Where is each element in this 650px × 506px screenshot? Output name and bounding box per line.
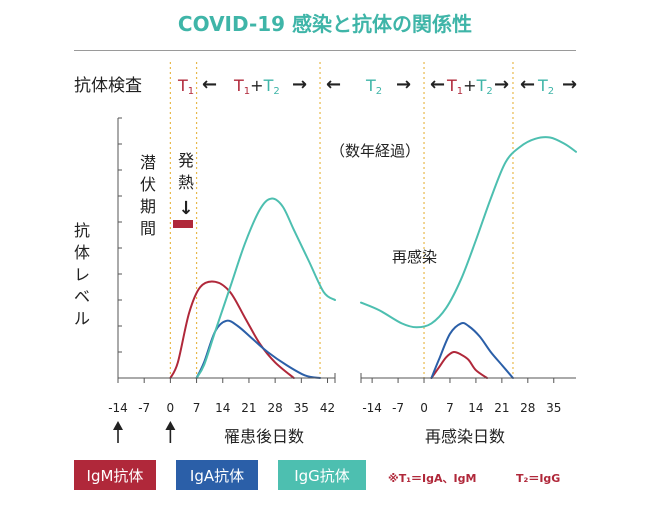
fever-marker [173,220,193,228]
x-tick-label: 21 [241,401,256,415]
chart-title: COVID-19 感染と抗体の関係性 [177,12,473,36]
fever-label: 発熱 [178,151,194,192]
series-line-IgG抗体 [360,136,577,329]
x-tick-label: 14 [215,401,230,415]
re-t2-arrow-left-icon: ← [520,74,535,95]
x-tick-label: 35 [294,401,309,415]
x-tick-label: 7 [193,401,201,415]
legend-iga-label: IgA抗体 [189,466,245,485]
re-t1t2-arrow-right-icon: → [494,74,509,95]
t1-label: T1 [177,76,194,97]
t1-plus-t2-label: T1+T2 [233,76,280,97]
re-t2-arrow-right-icon: → [562,74,577,95]
legend-igg: IgG抗体 [278,460,366,490]
t2-arrow-left-icon: ← [326,74,341,95]
x-tick-label: 0 [167,401,175,415]
re-t1-plus-t2-label: T1+T2 [446,76,493,97]
x-tick-label: 35 [546,401,561,415]
reinfection-label: 再感染 [392,248,437,266]
y-axis-label: 抗体レベル [74,221,90,328]
series-line-IgG抗体 [195,197,336,379]
note-t2: T₂＝IgG [516,472,561,485]
x-tick-label: 0 [420,401,428,415]
test-row-label: 抗体検査 [74,76,142,96]
onset-arrowhead [165,421,176,430]
fever-arrow-icon: ↓ [178,198,193,219]
x-tick-label: 7 [446,401,454,415]
legend-igg-label: IgG抗体 [294,466,350,485]
series-line-IgA抗体 [430,321,514,379]
series-line-IgM抗体 [169,280,295,379]
x-tick-label: -14 [108,401,128,415]
onset-arrowhead [113,421,123,430]
x-axis-label-right: 再感染日数 [425,427,505,446]
title-divider [74,50,576,51]
t2-arrow-right-icon: → [396,74,411,95]
years-elapsed-label: （数年経過） [330,142,420,160]
x-tick-label: 42 [320,401,335,415]
x-tick-label: -7 [138,401,150,415]
t1t2-arrow-right-icon: → [292,74,307,95]
note-t1: ※T₁＝IgA、IgM [388,472,477,485]
legend-igm-label: IgM抗体 [86,466,144,485]
x-tick-label: -7 [392,401,404,415]
legend-igm: IgM抗体 [74,460,156,490]
re-t2-label: T2 [537,76,554,97]
x-tick-label: 14 [468,401,483,415]
latent-period-label: 潜伏期間 [140,153,156,238]
antibody-chart: -14 -7 0 7 14 21 28 35 42 -14 -7 0 7 14 21 28 35 抗体検査 T1… [74,62,577,446]
series-line-IgM抗体 [430,350,489,379]
x-tick-label: -14 [362,401,382,415]
t2-label: T2 [365,76,382,97]
re-t1t2-arrow-left-icon: ← [430,74,445,95]
x-tick-label: 28 [267,401,282,415]
x-axis-label-left: 罹患後日数 [224,427,304,446]
legend-iga: IgA抗体 [176,460,258,490]
t1t2-arrow-left-icon: ← [202,74,217,95]
x-tick-label: 21 [494,401,509,415]
x-tick-label: 28 [520,401,535,415]
